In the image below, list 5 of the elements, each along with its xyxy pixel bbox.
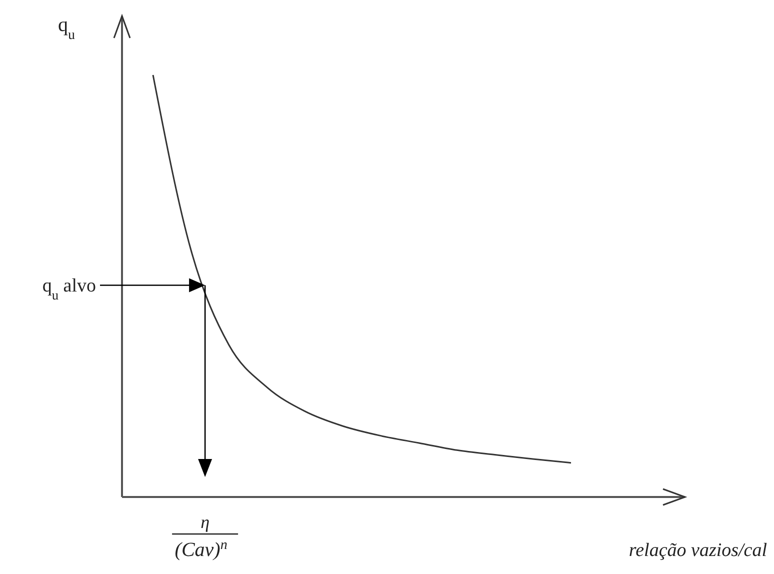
- text: (Cav)$^{n}$: [174, 538, 228, 561]
- text: η: [200, 512, 210, 532]
- x-axis-title: relação vazios/cal: [628, 540, 767, 561]
- text: q$_{u}$ alvo: [42, 275, 96, 302]
- y-axis-title: q$_{u}$: [58, 14, 75, 42]
